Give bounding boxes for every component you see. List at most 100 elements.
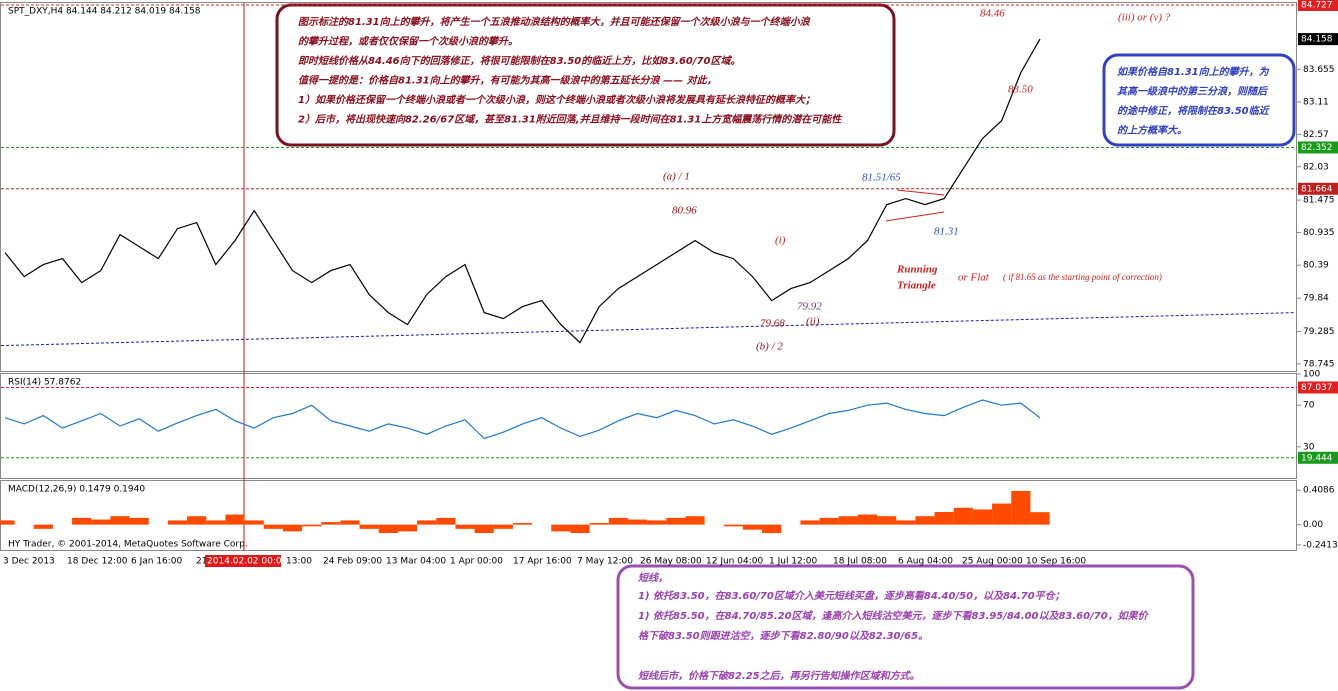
comment-box [275, 3, 896, 147]
y-tick-label: 79.84 [1303, 294, 1329, 304]
level-box [1298, 0, 1338, 11]
level-box [1298, 451, 1338, 464]
x-tick-label: 25 Aug 00:00 [962, 557, 1023, 567]
histogram-bar [0, 520, 15, 525]
annotation: (b) / 2 [756, 341, 783, 353]
comment-line: 的上方概率大。 [1117, 125, 1187, 137]
y-tick-label: 78.745 [1303, 359, 1335, 369]
annotation: (iii) or (v) ? [1118, 12, 1171, 24]
copyright: HY Trader, © 2001-2014, MetaQuotes Softw… [8, 540, 248, 550]
histogram-bar [1011, 490, 1031, 525]
x-tick-label: 6 Jan 16:00 [131, 557, 183, 567]
comment-line: 1) 依托83.50，在83.60/70区域介入美元短线买盘，逐步高看84.40… [638, 590, 1065, 602]
histogram-bar [397, 524, 418, 532]
y-tick-label: 80.935 [1303, 228, 1335, 238]
annotation: 80.96 [672, 205, 697, 217]
comment-line: 即时短线价格从84.46向下的回落修正，将很可能限制在83.50的临近上方，比如… [298, 55, 740, 67]
histogram-bar [589, 522, 609, 525]
histogram-bar [436, 517, 456, 525]
x-tick-label: 13:00 [286, 557, 312, 567]
annotation: Triangle [897, 280, 936, 292]
comment-line: 1) 依托85.50，在84.70/85.20区域，逢高介入短线沽空美元，逐步下… [638, 610, 1150, 622]
annotation: (a) / 1 [663, 171, 690, 183]
comment-line: 1）如果价格还保留一个终端小浪或者一个次级小浪，则这个终端小浪或者次级小浪将发展… [298, 94, 815, 106]
comment-line: 短线后市，价格下破82.25之后，再另行告知操作区域和方式。 [638, 670, 920, 682]
histogram-bar [474, 524, 494, 534]
histogram-bar [800, 520, 820, 525]
y-tick-label: 0.4086 [1303, 486, 1335, 496]
level-box [1298, 141, 1338, 154]
histogram-bar [934, 511, 954, 525]
histogram-bar [493, 524, 513, 529]
level-label: 84.158 [1301, 35, 1333, 45]
x-tick-label: 2014.02.02 00:00 [207, 557, 288, 567]
histogram-bar [877, 516, 897, 525]
histogram-bar [91, 519, 111, 525]
histogram-bar [72, 517, 92, 525]
histogram-bar [129, 517, 149, 525]
histogram-bar [455, 524, 475, 529]
histogram-bar [378, 524, 398, 534]
panel-title: RSI(14) 57.8762 [8, 378, 81, 388]
comment-line: 值得一提的是：价格自81.31向上的攀升，有可能为其高一级浪中的第五延长分浪 —… [298, 75, 717, 87]
x-tick-label: 1 Jul 12:00 [769, 557, 818, 567]
price-panel [0, 2, 1297, 372]
x-label-highlight [205, 555, 281, 567]
y-tick-label: 83.11 [1303, 98, 1329, 108]
annotation: 84.46 [980, 8, 1005, 20]
x-tick-label: 18 Dec 12:00 [67, 557, 128, 567]
histogram-bar [33, 524, 53, 529]
panel-title: SPT_DXY,H4 84.144 84.212 84.019 84.158 [8, 7, 201, 17]
histogram-bar [627, 519, 648, 525]
x-tick-label: 26 May 08:00 [640, 557, 702, 567]
y-tick-label: 80.39 [1303, 261, 1329, 271]
histogram-bar [819, 517, 839, 525]
histogram-bar [1030, 512, 1050, 525]
histogram-bar [570, 524, 590, 534]
triangle-line [885, 211, 945, 222]
histogram-bar [302, 524, 322, 527]
histogram-bar [953, 507, 973, 525]
comment-line: 短线， [638, 572, 668, 584]
annotation: 83.50 [1008, 84, 1033, 96]
comment-box [1102, 53, 1296, 147]
histogram-bar [647, 520, 667, 525]
level-label: 84.727 [1301, 0, 1333, 10]
histogram-bar [666, 517, 686, 525]
annotation: 79.92 [797, 301, 822, 313]
y-tick-label: 30 [1303, 442, 1315, 452]
annotation: 81.31 [934, 226, 959, 238]
comment-line: 图示标注的81.31向上的攀升，将产生一个五浪推动浪结构的概率大，并且可能还保留… [298, 16, 811, 28]
histogram-bar [417, 520, 437, 525]
histogram-bar [762, 524, 782, 534]
comment-box [616, 564, 1195, 690]
annotation: 79.68 [760, 318, 785, 330]
histogram-bar [225, 514, 245, 525]
x-tick-label: 17 Apr 16:00 [513, 557, 572, 567]
histogram-bar [282, 524, 303, 532]
level-label: 82.352 [1301, 143, 1333, 153]
series-line [4, 399, 1041, 440]
histogram-bar [110, 516, 130, 525]
comment-line: 如果价格自81.31向上的攀升，为 [1117, 66, 1270, 78]
macd-panel [0, 480, 1297, 551]
histogram-bar [992, 503, 1012, 525]
histogram-bar [321, 522, 341, 525]
histogram-bar [972, 509, 993, 525]
comment-line: 的途中修正，将限制在83.50临近 [1117, 105, 1271, 117]
histogram-bar [857, 514, 878, 525]
comment-line: 格下破83.50则跟进沽空，逐步下看82.80/90以及82.30/65。 [638, 630, 928, 642]
annotation: (i) [775, 235, 786, 247]
x-tick-label: 3 Dec 2013 [3, 557, 55, 567]
histogram-bar [263, 524, 283, 529]
y-tick-label: 0.00 [1303, 520, 1323, 530]
histogram-bar [551, 524, 571, 532]
annotation: Running [896, 264, 938, 276]
histogram-bar [167, 520, 188, 525]
histogram-bar [359, 524, 379, 529]
y-tick-label: 70 [1303, 401, 1315, 411]
x-tick-label: 10 Sep 16:00 [1026, 557, 1086, 567]
annotation: (ii) [806, 316, 820, 328]
trend-line [0, 312, 1296, 347]
